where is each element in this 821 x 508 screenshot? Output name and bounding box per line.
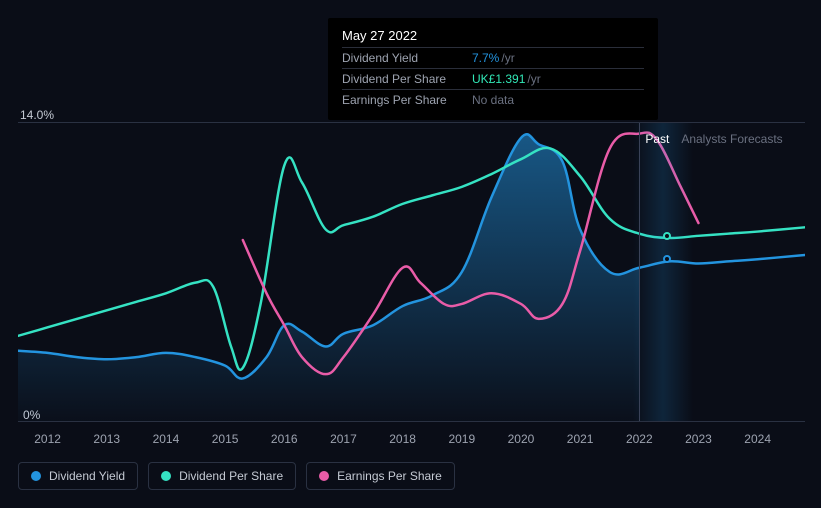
forecast-label: Analysts Forecasts — [681, 132, 782, 146]
series-end-dot — [663, 232, 671, 240]
tooltip-row-value: UK£1.391 — [472, 72, 525, 86]
dividend-chart: 14.0% 0% Past Analysts Forecasts 2012201… — [0, 0, 821, 508]
chart-lines — [18, 123, 805, 421]
y-axis-max-label: 14.0% — [20, 108, 54, 122]
x-tick: 2012 — [34, 432, 61, 446]
legend-label: Earnings Per Share — [337, 469, 442, 483]
forecast-divider — [639, 123, 640, 421]
tooltip-row-label: Earnings Per Share — [342, 93, 472, 107]
legend-earnings-per-share[interactable]: Earnings Per Share — [306, 462, 455, 490]
tooltip-row: Dividend Yield7.7% /yr — [342, 47, 644, 68]
x-tick: 2023 — [685, 432, 712, 446]
legend-dividend-per-share[interactable]: Dividend Per Share — [148, 462, 296, 490]
legend-dot — [161, 471, 171, 481]
legend-dividend-yield[interactable]: Dividend Yield — [18, 462, 138, 490]
tooltip-row-value: No data — [472, 93, 514, 107]
x-tick: 2017 — [330, 432, 357, 446]
x-tick: 2019 — [448, 432, 475, 446]
tooltip-date: May 27 2022 — [342, 28, 644, 43]
tooltip-row-label: Dividend Per Share — [342, 72, 472, 86]
x-tick: 2014 — [153, 432, 180, 446]
tooltip-row: Dividend Per ShareUK£1.391 /yr — [342, 68, 644, 89]
x-tick: 2024 — [744, 432, 771, 446]
tooltip-row: Earnings Per ShareNo data — [342, 89, 644, 110]
plot-area[interactable] — [18, 122, 805, 422]
tooltip-row-unit: /yr — [501, 51, 514, 65]
tooltip-row-value: 7.7% — [472, 51, 499, 65]
tooltip-row-label: Dividend Yield — [342, 51, 472, 65]
x-tick: 2021 — [567, 432, 594, 446]
hover-tooltip: May 27 2022 Dividend Yield7.7% /yrDivide… — [328, 18, 658, 120]
x-tick: 2020 — [508, 432, 535, 446]
tooltip-row-unit: /yr — [527, 72, 540, 86]
x-tick: 2015 — [212, 432, 239, 446]
past-label: Past — [645, 132, 669, 146]
legend-label: Dividend Yield — [49, 469, 125, 483]
x-tick: 2013 — [93, 432, 120, 446]
legend-label: Dividend Per Share — [179, 469, 283, 483]
legend-dot — [31, 471, 41, 481]
x-tick: 2016 — [271, 432, 298, 446]
legend: Dividend Yield Dividend Per Share Earnings… — [18, 462, 455, 490]
legend-dot — [319, 471, 329, 481]
x-tick: 2022 — [626, 432, 653, 446]
x-tick: 2018 — [389, 432, 416, 446]
